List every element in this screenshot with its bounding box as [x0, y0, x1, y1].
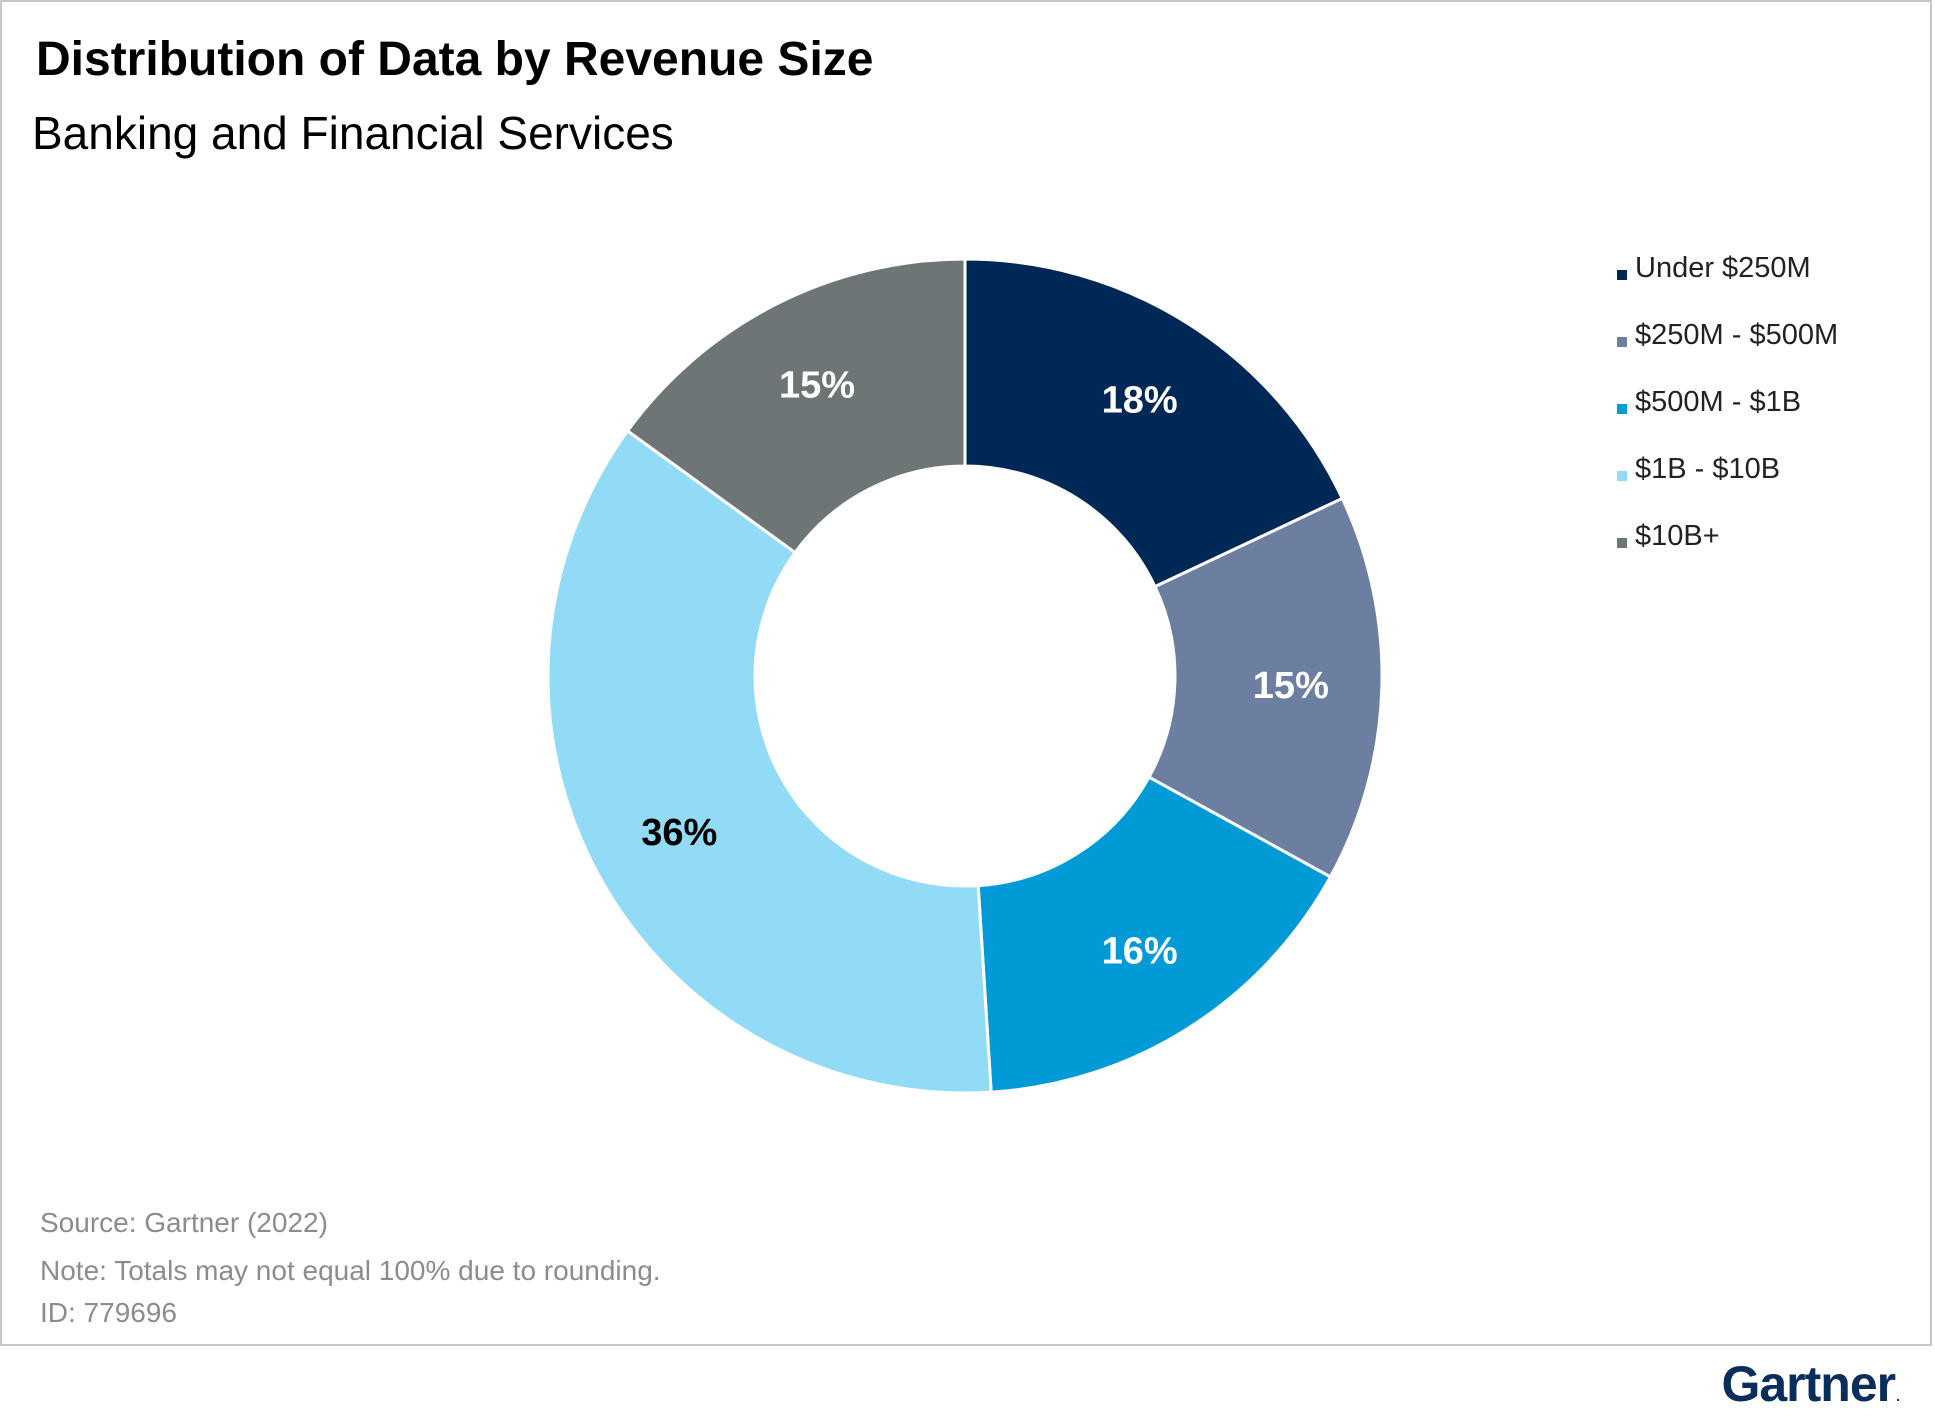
legend-swatch	[1617, 270, 1627, 280]
legend-item-500m-1b: $500M - $1B	[1615, 386, 1915, 453]
rounding-note: Note: Totals may not equal 100% due to r…	[40, 1255, 661, 1286]
legend-item-10b-plus: $10B+	[1615, 520, 1915, 587]
chart-frame: Distribution of Data by Revenue Size Ban…	[0, 0, 1932, 1346]
legend-swatch	[1617, 337, 1627, 347]
legend-item-1b-10b: $1B - $10B	[1615, 453, 1915, 520]
chart-subtitle: Banking and Financial Services	[32, 107, 674, 159]
legend-label: $10B+	[1635, 520, 1720, 552]
legend-label: $500M - $1B	[1635, 386, 1802, 418]
data-label-under-250m: 18%	[1102, 380, 1178, 422]
gartner-logo: Gartner.	[1721, 1355, 1899, 1413]
legend-item-under-250m: Under $250M	[1615, 252, 1915, 319]
legend-label: $1B - $10B	[1635, 453, 1781, 485]
data-label-10b-plus: 15%	[779, 365, 855, 407]
data-label-1b-10b: 36%	[641, 812, 717, 854]
donut-slices	[546, 257, 1384, 1095]
gartner-logo-text: Gartner	[1721, 1356, 1896, 1412]
legend-label: $250M - $500M	[1635, 319, 1839, 351]
legend-item-250m-500m: $250M - $500M	[1615, 319, 1915, 386]
donut-data-labels: 18% 15% 16% 36% 15%	[641, 365, 1329, 973]
slice-1b-10b	[546, 428, 993, 1095]
data-label-250m-500m: 15%	[1253, 665, 1329, 707]
legend-swatch	[1617, 538, 1627, 548]
legend-label: Under $250M	[1635, 252, 1811, 284]
slice-10b-plus	[625, 257, 967, 555]
source-note: Source: Gartner (2022)	[40, 1207, 328, 1238]
chart-title: Distribution of Data by Revenue Size	[36, 33, 874, 86]
legend-swatch	[1617, 404, 1627, 414]
data-label-500m-1b: 16%	[1102, 930, 1178, 972]
figure-id: ID: 779696	[40, 1297, 177, 1328]
slice-under-250m	[963, 257, 1345, 589]
slice-250m-500m	[1146, 496, 1384, 879]
chart-legend: Under $250M $250M - $500M $500M - $1B $1…	[1615, 252, 1915, 587]
legend-swatch	[1617, 471, 1627, 481]
gartner-logo-mark: .	[1896, 1388, 1900, 1404]
slice-500m-1b	[976, 775, 1333, 1094]
donut-chart: 18% 15% 16% 36% 15%	[546, 257, 1384, 1095]
